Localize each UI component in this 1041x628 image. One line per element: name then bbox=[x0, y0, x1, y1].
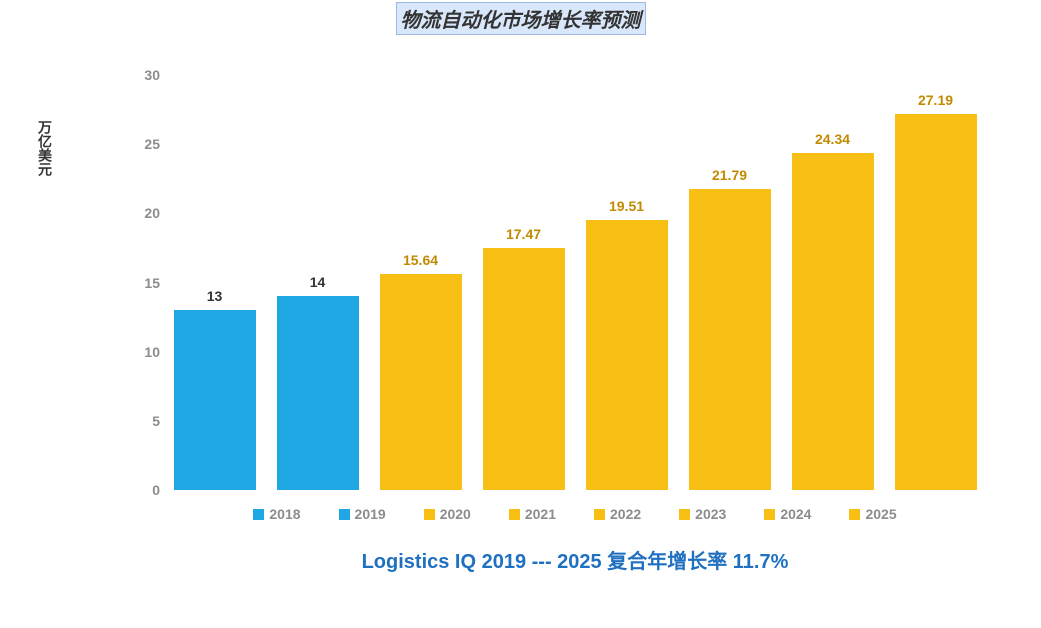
legend-text: 2018 bbox=[269, 506, 300, 522]
plot-area: 051015202530131415.6417.4719.5121.7924.3… bbox=[165, 75, 985, 490]
legend-text: 2025 bbox=[865, 506, 896, 522]
bar: 13 bbox=[174, 310, 256, 490]
bar-value-label: 27.19 bbox=[918, 92, 953, 108]
legend-item: 2018 bbox=[253, 506, 300, 522]
y-tick: 20 bbox=[135, 205, 160, 221]
chart-container: 物流自动化市场增长率预测 万亿美元 051015202530131415.641… bbox=[0, 0, 1041, 628]
legend-text: 2022 bbox=[610, 506, 641, 522]
legend-text: 2019 bbox=[355, 506, 386, 522]
legend-text: 2024 bbox=[780, 506, 811, 522]
chart-title: 物流自动化市场增长率预测 bbox=[396, 2, 646, 35]
bar: 24.34 bbox=[792, 153, 874, 490]
legend-swatch bbox=[424, 509, 435, 520]
legend-item: 2023 bbox=[679, 506, 726, 522]
legend-item: 2024 bbox=[764, 506, 811, 522]
bar-value-label: 24.34 bbox=[815, 131, 850, 147]
y-tick: 30 bbox=[135, 67, 160, 83]
legend-text: 2023 bbox=[695, 506, 726, 522]
legend-item: 2021 bbox=[509, 506, 556, 522]
legend-item: 2020 bbox=[424, 506, 471, 522]
legend-text: 2021 bbox=[525, 506, 556, 522]
y-tick: 15 bbox=[135, 275, 160, 291]
bar-value-label: 21.79 bbox=[712, 167, 747, 183]
legend-swatch bbox=[339, 509, 350, 520]
y-tick: 0 bbox=[135, 482, 160, 498]
y-tick: 5 bbox=[135, 413, 160, 429]
bar: 21.79 bbox=[689, 189, 771, 490]
legend-swatch bbox=[509, 509, 520, 520]
legend-item: 2025 bbox=[849, 506, 896, 522]
bar: 19.51 bbox=[586, 220, 668, 490]
y-tick: 10 bbox=[135, 344, 160, 360]
bar: 15.64 bbox=[380, 274, 462, 490]
y-tick: 25 bbox=[135, 136, 160, 152]
legend-swatch bbox=[253, 509, 264, 520]
legend-item: 2022 bbox=[594, 506, 641, 522]
bar-value-label: 19.51 bbox=[609, 198, 644, 214]
legend-item: 2019 bbox=[339, 506, 386, 522]
bar-value-label: 15.64 bbox=[403, 252, 438, 268]
legend-swatch bbox=[764, 509, 775, 520]
bar-value-label: 13 bbox=[207, 288, 223, 304]
bar: 27.19 bbox=[895, 114, 977, 490]
legend-swatch bbox=[594, 509, 605, 520]
legend-swatch bbox=[679, 509, 690, 520]
bar: 14 bbox=[277, 296, 359, 490]
bar-value-label: 17.47 bbox=[506, 226, 541, 242]
y-axis-label: 万亿美元 bbox=[35, 120, 55, 176]
caption: Logistics IQ 2019 --- 2025 复合年增长率 11.7% bbox=[165, 545, 985, 574]
bar: 17.47 bbox=[483, 248, 565, 490]
legend: 2018 2019 2020 2021 2022 2023 2024 2025 bbox=[165, 506, 985, 522]
bar-value-label: 14 bbox=[310, 274, 326, 290]
legend-swatch bbox=[849, 509, 860, 520]
legend-text: 2020 bbox=[440, 506, 471, 522]
